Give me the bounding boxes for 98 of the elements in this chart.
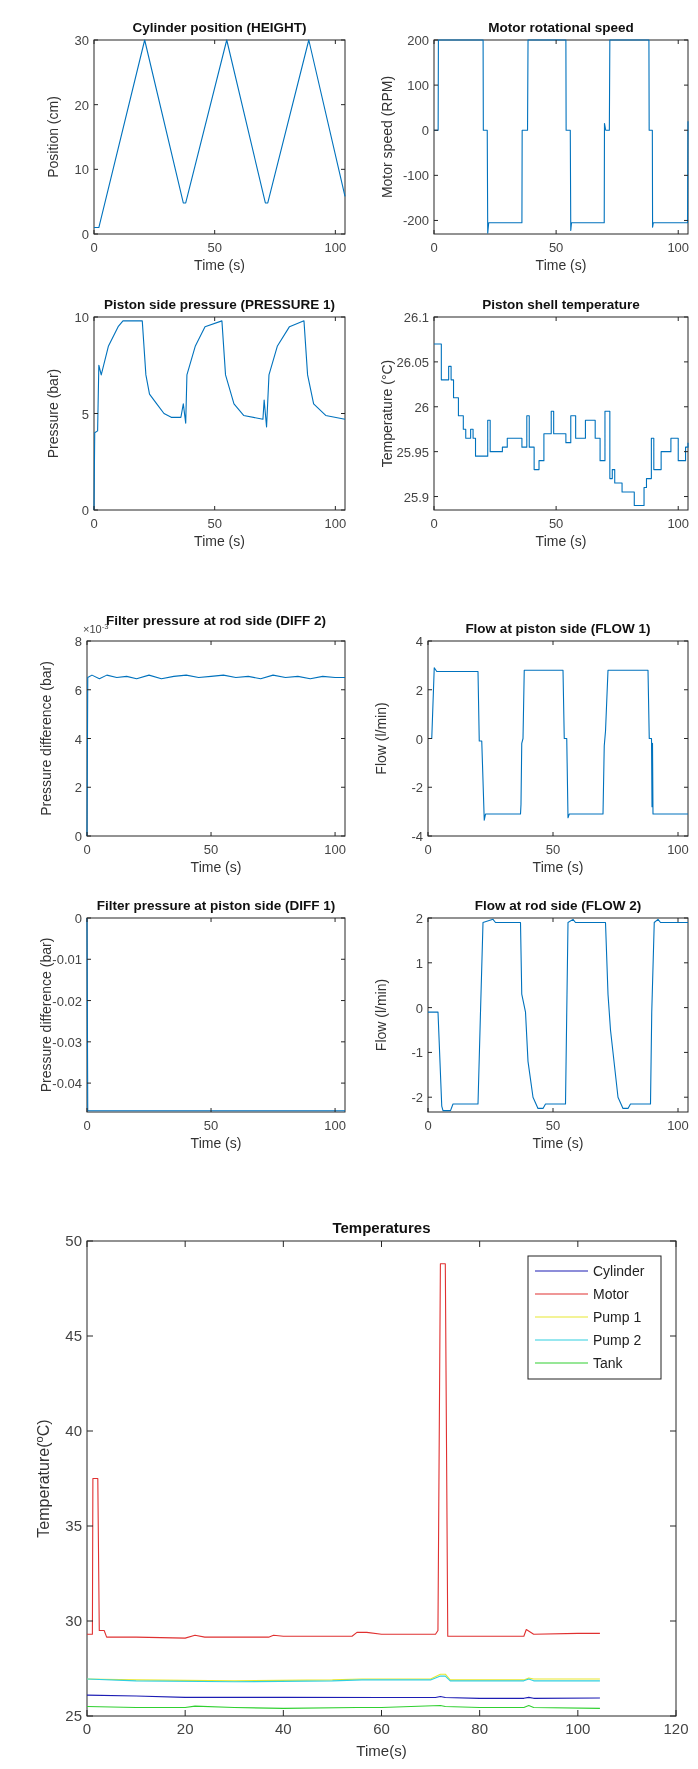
x-tick-label: 40 xyxy=(274,1720,292,1737)
y-tick-label: -4 xyxy=(411,829,423,844)
y-tick-label: 2 xyxy=(74,780,82,796)
y-axis-title: Pressure (bar) xyxy=(45,368,61,459)
y-tick-label: 1 xyxy=(415,955,423,971)
x-tick-label: 100 xyxy=(667,1118,689,1133)
y-tick-label: 200 xyxy=(407,33,429,48)
y-tick-label: 25 xyxy=(65,1707,82,1724)
y-tick-label: 26.1 xyxy=(403,310,429,325)
y-tick-label: 10 xyxy=(74,162,89,178)
x-axis-title: Time (s) xyxy=(190,859,242,875)
y-tick-label: 6 xyxy=(74,682,82,698)
x-axis-title: Time (s) xyxy=(535,533,587,549)
x-axis-title: Time (s) xyxy=(194,257,245,273)
chart-title: Flow at rod side (FLOW 2) xyxy=(474,898,642,913)
y-tick-label: -0.02 xyxy=(52,993,82,1009)
y-tick-label: 0 xyxy=(81,503,89,518)
y-tick-label: 8 xyxy=(74,634,82,649)
chart-title: Piston shell temperature xyxy=(482,297,641,312)
x-tick-label: 50 xyxy=(207,240,222,255)
y-tick-label: 0 xyxy=(81,227,89,242)
y-tick-label: -2 xyxy=(411,780,423,796)
x-tick-label: 100 xyxy=(324,842,346,857)
x-axis-title: Time (s) xyxy=(194,533,245,549)
y-axis-title: Flow (l/min) xyxy=(373,978,389,1052)
chart-title: Motor rotational speed xyxy=(488,20,634,35)
y-tick-label: -1 xyxy=(411,1045,423,1061)
y-tick-label: 0 xyxy=(415,1000,423,1016)
x-axis-title: Time(s) xyxy=(356,1742,407,1759)
legend-label: Tank xyxy=(593,1355,624,1371)
x-axis-title: Time (s) xyxy=(532,859,584,875)
legend-label: Pump 2 xyxy=(593,1332,642,1348)
chart-title: Flow at piston side (FLOW 1) xyxy=(465,621,651,636)
legend-label: Cylinder xyxy=(593,1263,645,1279)
y-tick-label: 0 xyxy=(74,829,82,844)
x-tick-label: 100 xyxy=(667,240,690,255)
y-tick-label: 25.9 xyxy=(403,489,429,505)
y-axis-title: Temperature (°C) xyxy=(379,359,395,468)
y-tick-label: 25.95 xyxy=(396,444,429,460)
y-axis-title: Pressure difference (bar) xyxy=(38,937,54,1093)
y-axis-title: Pressure difference (bar) xyxy=(38,661,54,816)
line-series xyxy=(433,39,689,234)
y-tick-label: 30 xyxy=(74,33,89,48)
x-tick-label: 100 xyxy=(324,516,347,531)
legend-label: Pump 1 xyxy=(593,1309,642,1325)
line-series xyxy=(93,39,346,229)
x-tick-label: 50 xyxy=(203,842,219,857)
x-tick-label: 80 xyxy=(471,1720,489,1737)
y-tick-label: 2 xyxy=(415,911,423,926)
x-tick-label: 50 xyxy=(545,1118,561,1133)
x-tick-label: 20 xyxy=(176,1720,194,1737)
y-tick-label: 0 xyxy=(415,731,423,747)
chart-title: Filter pressure at piston side (DIFF 1) xyxy=(96,898,336,913)
x-tick-label: 50 xyxy=(548,516,564,531)
x-tick-label: 50 xyxy=(207,516,222,531)
x-tick-label: 100 xyxy=(667,516,690,531)
chart-title: Temperatures xyxy=(332,1219,431,1236)
y-tick-label: 45 xyxy=(65,1327,82,1344)
chart-title: Piston side pressure (PRESSURE 1) xyxy=(103,297,336,312)
x-axis-title: Time (s) xyxy=(190,1135,242,1151)
y-tick-label: 5 xyxy=(81,406,89,422)
y-tick-label: -0.01 xyxy=(52,952,82,968)
y-tick-label: 10 xyxy=(74,310,89,325)
y-tick-label: 40 xyxy=(65,1422,82,1439)
y-tick-label: 26 xyxy=(414,399,429,415)
line-series xyxy=(427,918,689,1112)
y-tick-label: 50 xyxy=(65,1232,82,1249)
x-tick-label: 100 xyxy=(324,1118,346,1133)
y-tick-label: 100 xyxy=(407,78,429,94)
y-tick-label: 20 xyxy=(74,97,89,113)
y-tick-label: 30 xyxy=(65,1612,82,1629)
y-tick-label: -0.04 xyxy=(52,1076,82,1092)
x-tick-label: 120 xyxy=(663,1720,689,1737)
x-tick-label: 50 xyxy=(548,240,564,255)
y-axis-title: Motor speed (RPM) xyxy=(379,75,395,199)
x-axis-title: Time (s) xyxy=(535,257,587,273)
y-tick-label: -100 xyxy=(402,168,429,184)
x-axis-title: Time (s) xyxy=(532,1135,584,1151)
legend-label: Motor xyxy=(593,1286,630,1302)
y-tick-label: 0 xyxy=(74,911,82,926)
x-tick-label: 100 xyxy=(565,1720,591,1737)
x-tick-label: 50 xyxy=(545,842,561,857)
y-tick-label: -2 xyxy=(411,1090,423,1106)
y-axis-title: Position (cm) xyxy=(45,96,61,178)
y-tick-label: 35 xyxy=(65,1517,82,1534)
y-axis-title: Flow (l/min) xyxy=(373,702,389,775)
y-tick-label: -0.03 xyxy=(52,1034,82,1050)
chart-title: Cylinder position (HEIGHT) xyxy=(132,20,307,35)
y-tick-label: 26.05 xyxy=(396,354,429,370)
x-tick-label: 100 xyxy=(667,842,689,857)
y-tick-label: -200 xyxy=(402,213,429,229)
y-tick-label: 4 xyxy=(415,634,423,649)
y-tick-label: 0 xyxy=(421,123,429,139)
y-tick-label: 4 xyxy=(74,731,82,747)
x-tick-label: 100 xyxy=(324,240,347,255)
x-tick-label: 60 xyxy=(373,1720,390,1737)
x-tick-label: 50 xyxy=(203,1118,219,1133)
y-tick-label: 2 xyxy=(415,682,423,698)
